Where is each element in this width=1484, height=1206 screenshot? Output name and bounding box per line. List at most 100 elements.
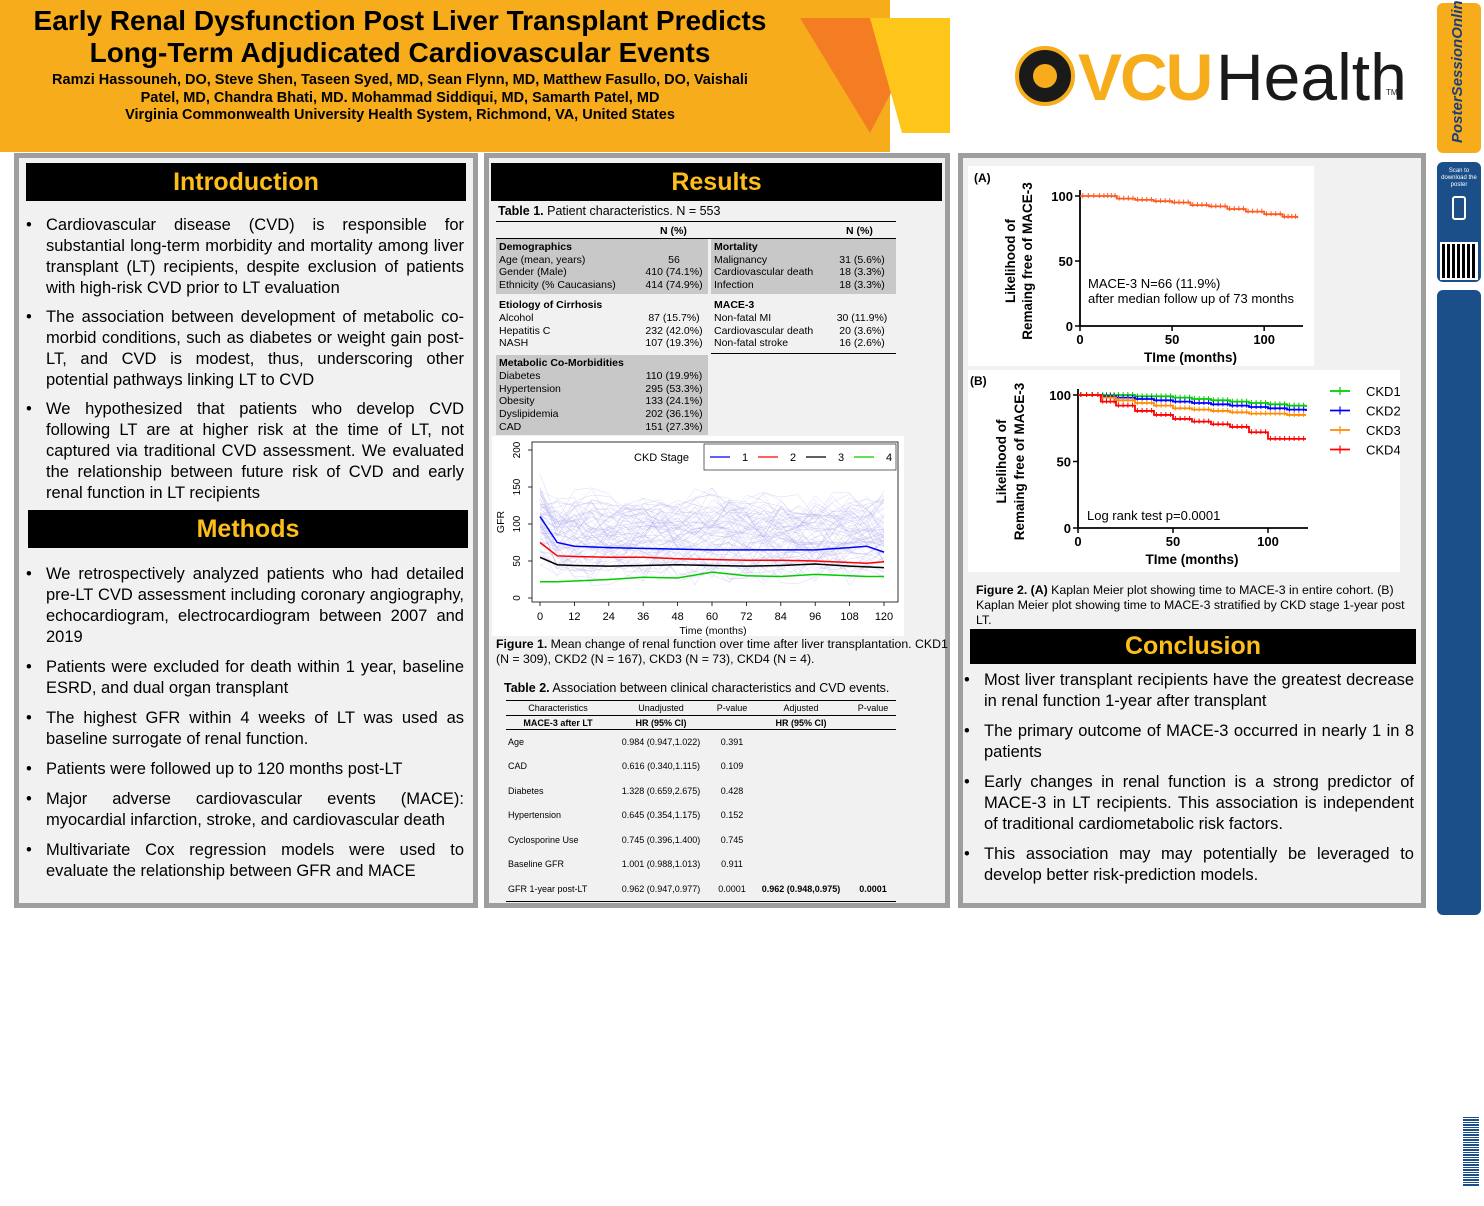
- table1-cell-value: 18 (3.3%): [839, 279, 885, 292]
- table1-group-header: Etiology of Cirrhosis: [499, 299, 603, 312]
- table2-cell: 0.745: [720, 834, 744, 845]
- table1-cell-value: 107 (19.3%): [645, 337, 703, 350]
- fig1-background-trace: [539, 525, 885, 562]
- table2-subheader: HR (95% CI): [775, 717, 827, 728]
- table2-cell: Cyclosporine Use: [508, 834, 579, 845]
- km-x-tick-label: 0: [1074, 534, 1081, 549]
- intro-bullet: We hypothesized that patients who develo…: [24, 399, 464, 504]
- table1-cell-value: 87 (15.7%): [648, 311, 700, 324]
- logo-vcu: VCU: [1078, 40, 1213, 114]
- table1-row: Ethnicity (% Caucasians) 414 (74.9%): [499, 279, 705, 292]
- fig1-background-trace: [539, 491, 885, 527]
- fig1-x-tick-label: 84: [775, 611, 787, 623]
- fig1-background-trace: [539, 499, 885, 533]
- table2-cell: [752, 754, 850, 779]
- fig1-background-trace: [539, 488, 885, 538]
- table1-cell-label: Infection: [714, 279, 754, 292]
- table1-cell-label: Non-fatal stroke: [714, 337, 789, 350]
- table2-cell: [850, 754, 896, 779]
- fig1-background-trace: [539, 546, 885, 583]
- methods-bullet: We retrospectively analyzed patients who…: [24, 564, 464, 648]
- km-x-tick-label: 50: [1165, 332, 1179, 347]
- fig1-background-trace: [539, 548, 885, 586]
- table1-group: MACE-3 Non-fatal MI 30 (11.9%) Cardiovascul…: [711, 297, 896, 352]
- km-annotation: Log rank test p=0.0001: [1087, 508, 1220, 523]
- fig1-background-trace: [539, 518, 885, 554]
- poster-session-online-badge[interactable]: PosterSessionOnline: [1437, 0, 1481, 153]
- introduction-list: Cardiovascular disease (CVD) is responsi…: [24, 215, 464, 513]
- authors-line2: Patel, MD, Chandra Bhati, MD. Mohammad S…: [140, 90, 660, 106]
- fig1-x-tick-label: 0: [537, 611, 543, 623]
- table1-group-header: Metabolic Co-Morbidities: [499, 357, 624, 370]
- conclusion-list: Most liver transplant recipients have th…: [962, 670, 1414, 895]
- fig1-background-trace: [539, 505, 885, 540]
- fig1-legend-label: 4: [886, 452, 892, 464]
- fig1-background-trace: [539, 499, 885, 536]
- poster-title-line1: Early Renal Dysfunction Post Liver Trans…: [33, 5, 767, 36]
- figure2-caption: Figure 2. (A) Kaplan Meier plot showing …: [976, 583, 1408, 628]
- qr-code-icon[interactable]: [1440, 242, 1478, 280]
- fig1-background-trace: [539, 547, 885, 581]
- table1-row: Alcohol 87 (15.7%): [499, 312, 705, 325]
- km-y-axis-label: Likelihood of: [994, 419, 1009, 503]
- table1-cell-value: 31 (5.6%): [839, 253, 885, 266]
- fig1-series-line: [539, 556, 885, 569]
- km-x-axis-label: TIme (months): [1144, 350, 1237, 365]
- table1-row: Non-fatal stroke 16 (2.6%): [714, 337, 893, 350]
- km-annotation: after median follow up of 73 months: [1088, 291, 1294, 306]
- fig1-background-trace: [539, 493, 885, 529]
- fig1-series-line: [539, 541, 885, 564]
- figure2b-chart: 0 50 100 0 50 100 TIme (months) Likelihood of Re…: [968, 370, 1401, 572]
- table2-cell: GFR 1-year post-LT: [508, 883, 588, 894]
- table1-row: Non-fatal MI 30 (11.9%): [714, 312, 893, 325]
- figure2a-chart: 0 50 100 0 50 100 TIme (months) Likelihood of Re…: [968, 166, 1314, 366]
- table2-subheader: MACE-3 after LT: [523, 717, 593, 728]
- table2-cell: 0.0001: [859, 883, 887, 894]
- km-survival-curve: [1080, 195, 1299, 219]
- table2-cell: 0.645 (0.354,1.175): [621, 810, 701, 821]
- km-survival-curve: [1078, 394, 1306, 416]
- fig1-background-trace: [539, 528, 885, 565]
- table1-col-header: N (%): [660, 225, 687, 237]
- table1-group: Mortality Malignancy 31 (5.6%) Cardiovascul…: [711, 239, 896, 294]
- fig1-background-trace: [539, 525, 885, 558]
- fig1-legend-label: 2: [790, 452, 796, 464]
- fig1-background-trace: [539, 524, 885, 554]
- fig1-background-trace: [539, 494, 885, 536]
- km-survival-curve: [1078, 394, 1307, 407]
- table1-caption: Table 1. Patient characteristics. N = 55…: [498, 204, 720, 218]
- table2-cell: 0.962 (0.947,0.977): [621, 883, 701, 894]
- intro-bullet: Cardiovascular disease (CVD) is responsi…: [24, 215, 464, 299]
- fig1-background-trace: [539, 490, 885, 533]
- figure1-caption-text: Mean change of renal function over time …: [496, 637, 948, 666]
- fig1-background-trace: [539, 503, 885, 541]
- fig1-x-tick-label: 48: [671, 611, 683, 623]
- table1-row: Obesity 133 (24.1%): [499, 395, 705, 408]
- fig1-x-tick-label: 36: [637, 611, 649, 623]
- poster-title-line2: Long-Term Adjudicated Cardiovascular Eve…: [89, 37, 711, 68]
- fig1-background-trace: [539, 548, 885, 586]
- table2-row: CAD 0.616 (0.340,1.115) 0.109: [506, 754, 896, 779]
- table1-cell-label: Non-fatal MI: [714, 311, 772, 324]
- table1-row: Diabetes 110 (19.9%): [499, 370, 705, 383]
- methods-bullet: Major adverse cardiovascular events (MAC…: [24, 789, 464, 831]
- fig1-background-trace: [539, 499, 885, 534]
- table2-cell: Baseline GFR: [508, 859, 565, 870]
- fig1-legend-label: 3: [838, 452, 844, 464]
- table1-cell-label: Cardiovascular death: [714, 266, 814, 279]
- table1-col-header: N (%): [846, 225, 873, 237]
- table1-row: Hypertension 295 (53.3%): [499, 383, 705, 396]
- table1-cell-value: 414 (74.9%): [645, 279, 703, 292]
- author-label: Ramzi Hassouneh: [1459, 1036, 1469, 1110]
- table1-cell-label: Obesity: [499, 395, 535, 408]
- scan-download-box[interactable]: Scan to download the poster: [1437, 162, 1481, 282]
- intro-bullet: The association between development of m…: [24, 307, 464, 391]
- table1-cell-value: 30 (11.9%): [836, 311, 888, 324]
- table1-cell-label: Alcohol: [499, 311, 534, 324]
- fig1-background-trace: [540, 533, 885, 570]
- table2-header: Adjusted: [783, 703, 819, 713]
- fig1-background-trace: [539, 511, 885, 549]
- fig1-series-line: [539, 516, 885, 553]
- table2-row: Hypertension 0.645 (0.354,1.175) 0.152: [506, 803, 896, 828]
- results-heading: Results: [491, 163, 942, 201]
